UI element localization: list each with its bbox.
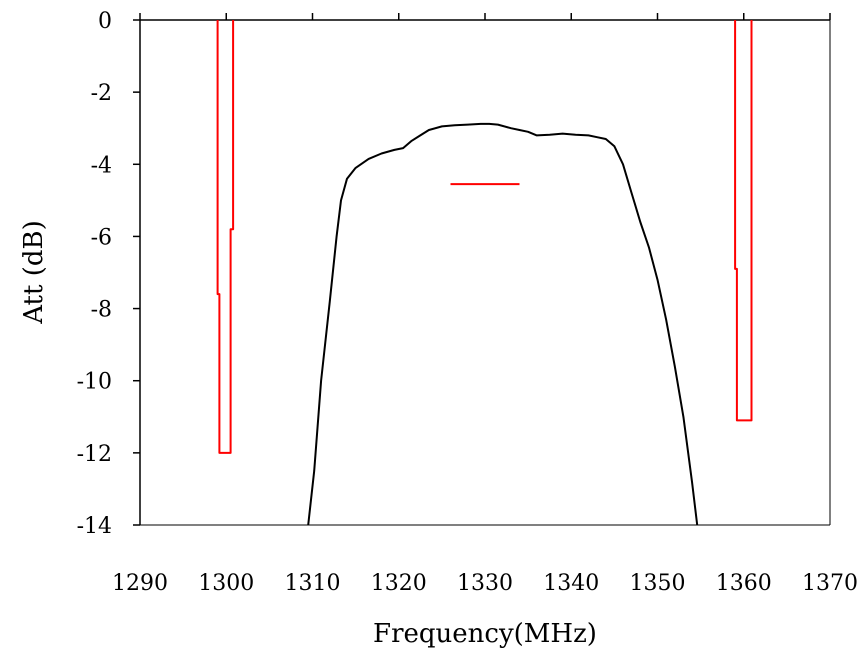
y-tick-label: -6 bbox=[91, 225, 112, 250]
x-axis-ticks: 1290 1300 1310 1320 1330 1340 1350 1360 1370 bbox=[112, 13, 858, 596]
y-tick-label: -8 bbox=[91, 298, 112, 323]
y-tick-label: -4 bbox=[91, 153, 112, 178]
y-tick-label: -12 bbox=[77, 442, 112, 467]
x-tick-label: 1320 bbox=[371, 571, 427, 596]
series-line-1 bbox=[307, 122, 699, 526]
plot-frame bbox=[139, 19, 831, 526]
x-tick-label: 1340 bbox=[543, 571, 599, 596]
x-tick-label: 1290 bbox=[112, 571, 168, 596]
x-tick-label: 1360 bbox=[716, 571, 772, 596]
y-tick-label: 0 bbox=[98, 9, 112, 34]
x-axis-title: Frequency(MHz) bbox=[373, 619, 597, 649]
y-tick-label: -14 bbox=[77, 514, 112, 539]
x-tick-label: 1330 bbox=[457, 571, 513, 596]
y-axis-title: Att (dB) bbox=[19, 220, 49, 325]
x-tick-label: 1300 bbox=[198, 571, 254, 596]
y-tick-label: -10 bbox=[77, 370, 112, 395]
series-line-3 bbox=[734, 20, 753, 422]
series-line-2 bbox=[216, 20, 235, 454]
y-tick-label: -2 bbox=[91, 81, 112, 106]
series-layer bbox=[216, 20, 753, 526]
y-axis-ticks: 0 -2 -4 -6 -8 -10 -12 -14 bbox=[77, 9, 140, 539]
x-tick-label: 1370 bbox=[802, 571, 858, 596]
x-tick-label: 1350 bbox=[630, 571, 686, 596]
x-tick-label: 1310 bbox=[285, 571, 341, 596]
